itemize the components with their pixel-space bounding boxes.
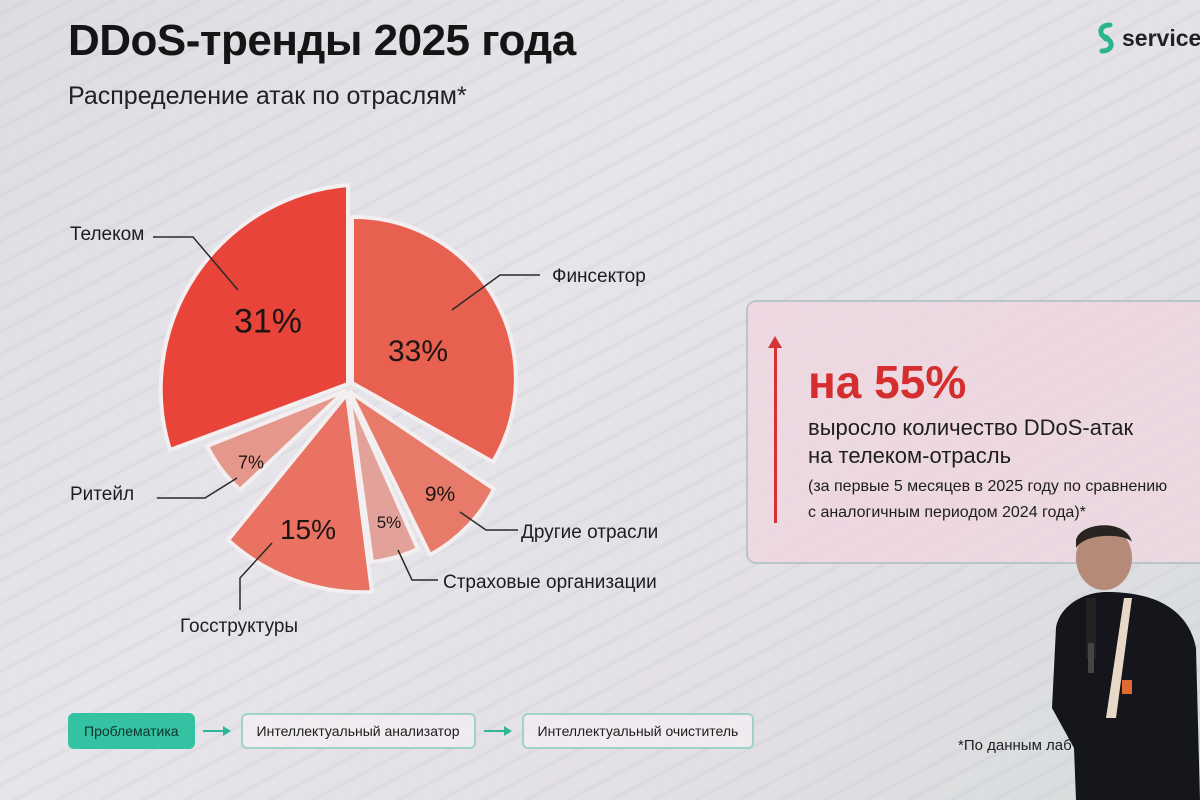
growth-note-2: с аналогичным периодом 2024 года)*: [808, 504, 1086, 521]
label-gov: Госструктуры: [180, 616, 299, 637]
label-insurance: Страховые организации: [443, 572, 657, 593]
label-finsector: Финсектор: [552, 266, 646, 287]
label-telecom: Телеком: [70, 224, 145, 245]
slice-gov: [226, 392, 374, 595]
growth-description: выросло количество DDoS-атак на телеком-…: [808, 414, 1133, 470]
step-problematika[interactable]: Проблематика: [68, 713, 195, 749]
brand-logo: servicep: [1096, 22, 1200, 54]
servicepipe-logo-icon: [1098, 22, 1114, 54]
page-subtitle: Распределение атак по отраслям*: [68, 82, 467, 110]
footnote-text: *По данным лаб: [958, 737, 1072, 754]
arrow-right-icon: [483, 725, 514, 737]
growth-callout: [746, 300, 1200, 564]
pct-telecom: 31%: [233, 302, 303, 341]
slice-finsector: [350, 214, 518, 464]
arrow-right-icon: [202, 725, 233, 737]
slice-retail: [205, 389, 347, 492]
step-analyzer[interactable]: Интеллектуальный анализатор: [240, 713, 476, 749]
up-arrow-head-icon: [768, 336, 782, 348]
page-title: DDoS-тренды 2025 года: [68, 16, 576, 65]
brand-name: servicep: [1122, 24, 1200, 51]
up-arrow-icon: [774, 345, 777, 523]
step-cleaner[interactable]: Интеллектуальный очиститель: [521, 713, 755, 749]
growth-note: (за первые 5 месяцев в 2025 году по срав…: [808, 474, 1167, 526]
slice-other: [348, 390, 496, 557]
pct-retail: 7%: [237, 452, 265, 473]
speaker-photo: [1052, 525, 1200, 800]
growth-line-2: на телеком-отрасль: [808, 443, 1012, 468]
pct-gov: 15%: [279, 514, 337, 545]
label-retail: Ритейл: [70, 484, 135, 505]
growth-note-1: (за первые 5 месяцев в 2025 году по срав…: [808, 478, 1168, 495]
pct-finsector: 33%: [387, 335, 449, 368]
pct-insurance: 5%: [376, 513, 402, 532]
growth-line-1: выросло количество DDoS-атак: [808, 415, 1134, 440]
growth-headline: на 55%: [808, 356, 967, 408]
slice-telecom: [158, 183, 350, 452]
label-other: Другие отрасли: [521, 522, 659, 543]
footnote: *По данным лаб rvic: [958, 737, 1200, 754]
pct-other: 9%: [424, 483, 456, 506]
slice-insurance: [347, 392, 420, 564]
presentation-steps: Проблематика Интеллектуальный анализатор…: [68, 713, 755, 749]
